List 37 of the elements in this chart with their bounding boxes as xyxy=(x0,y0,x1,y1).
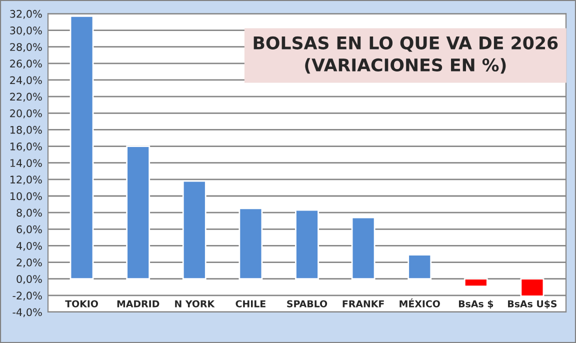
y-tick-label: 32,0% xyxy=(10,10,42,19)
y-tick-label: -2,0% xyxy=(12,292,42,301)
y-tick-label: 14,0% xyxy=(10,159,42,168)
y-tick-label: 6,0% xyxy=(16,225,42,234)
bar xyxy=(408,254,432,280)
y-tick-label: 16,0% xyxy=(10,142,42,152)
y-tick-label: 2,0% xyxy=(16,258,42,268)
bar xyxy=(351,216,376,280)
y-tick-label: 20,0% xyxy=(10,109,42,118)
x-tick-label: FRANKF xyxy=(342,300,384,308)
y-tick-label: 26,0% xyxy=(10,60,42,69)
x-tick-label: BsAs $ xyxy=(458,300,494,309)
y-tick-label: 18,0% xyxy=(10,126,42,135)
x-tick-label: SPABLO xyxy=(287,300,328,308)
bar xyxy=(182,180,206,280)
y-tick-label: 30,0% xyxy=(10,26,42,36)
x-tick-label: N YORK xyxy=(175,300,215,308)
y-tick-label: 0,0% xyxy=(16,275,42,284)
y-tick-label: -4,0% xyxy=(12,308,42,318)
y-tick-label: 12,0% xyxy=(10,176,42,185)
bar xyxy=(295,209,319,280)
y-tick-label: 4,0% xyxy=(16,242,42,251)
text: BOLSAS EN LO QUE VA DE 2026 (VARIACIONES EN %) xyxy=(254,36,558,74)
x-tick-label: TOKIO xyxy=(65,300,98,308)
y-tick-label: 22,0% xyxy=(10,92,42,102)
x-tick-label: MÉXICO xyxy=(400,298,440,308)
bar xyxy=(126,146,150,280)
x-tick-label: BsAs U$S xyxy=(508,300,557,309)
y-tick-label: 10,0% xyxy=(10,192,42,202)
x-tick-label: MADRID xyxy=(117,300,160,308)
x-tick-label: CHILE xyxy=(236,300,266,308)
y-tick-label: 8,0% xyxy=(16,208,42,218)
y-tick-label: 24,0% xyxy=(10,76,42,86)
bar xyxy=(520,278,544,297)
bar xyxy=(238,208,263,280)
bar xyxy=(464,278,488,288)
y-tick-label: 28,0% xyxy=(10,43,42,52)
